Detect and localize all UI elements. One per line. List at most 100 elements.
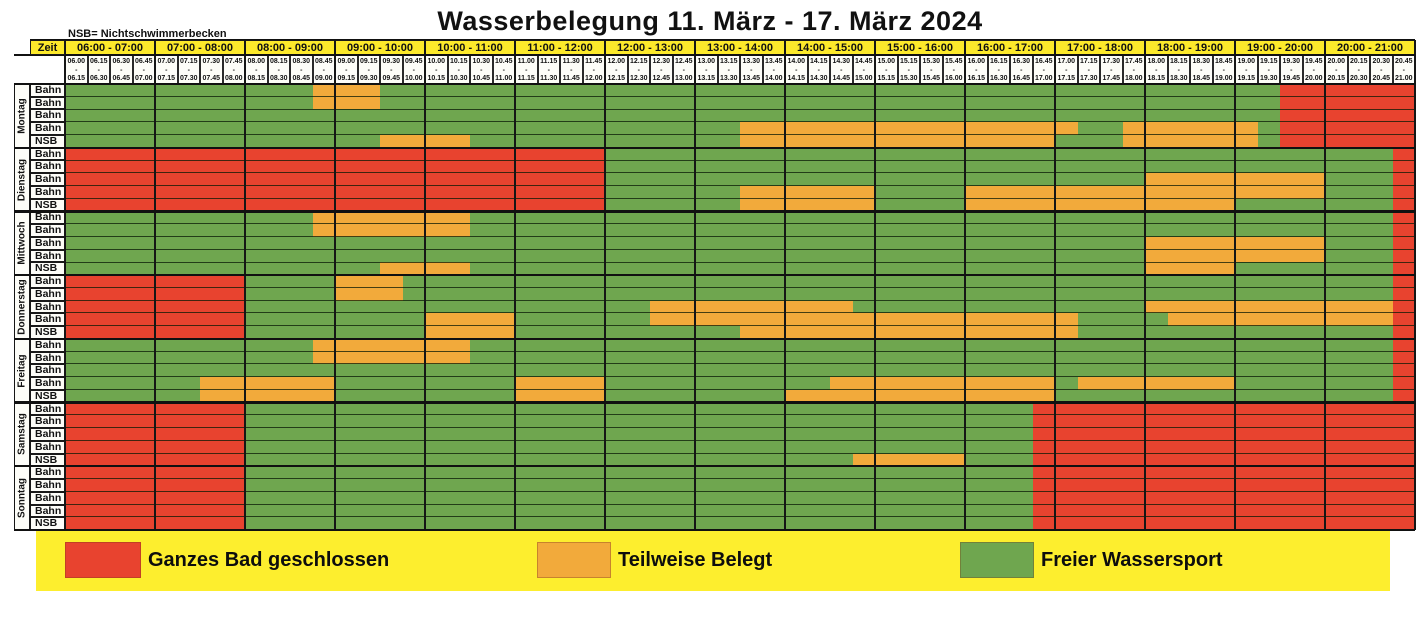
slot-segment [245, 428, 1033, 441]
quarter-header-cell: 13.30-13.45 [740, 55, 763, 84]
slot-segment [515, 389, 605, 403]
quarter-header-cell: 20.30-20.45 [1370, 55, 1393, 84]
slot-segment [1235, 377, 1393, 390]
quarter-header-cell: 06.15-06.30 [87, 55, 110, 84]
schedule-row [65, 364, 1415, 378]
quarter-header-cell: 18.00-18.15 [1145, 55, 1168, 84]
quarter-header-cell: 12.45-13.00 [672, 55, 695, 84]
schedule-row [65, 428, 1415, 441]
lane-label: Bahn 2 [30, 415, 65, 429]
lane-label: Bahn 3 [30, 109, 65, 123]
schedule-row [65, 466, 1415, 480]
slot-segment [245, 287, 335, 301]
slot-segment [605, 377, 830, 390]
schedule-row [65, 415, 1415, 429]
day-label-text: Samstag [16, 413, 28, 456]
schedule-row [65, 377, 1415, 390]
slot-segment [605, 185, 740, 199]
hour-header-cell: 14:00 - 15:00 [785, 40, 875, 55]
hour-grid-line [604, 40, 606, 530]
day-separator-line [14, 210, 1415, 213]
quarter-header-cell: 15.30-15.45 [920, 55, 943, 84]
quarter-header-cell: 11.15-11.30 [537, 55, 560, 84]
quarter-header-cell: 13.45-14.00 [762, 55, 785, 84]
quarter-header-cell: 18.15-18.30 [1167, 55, 1190, 84]
slot-segment [312, 224, 470, 237]
lane-separator-line [65, 363, 1415, 365]
slot-segment [312, 84, 380, 97]
hour-header-cell: 16:00 - 17:00 [965, 40, 1055, 55]
slot-segment [1167, 313, 1393, 327]
schedule-row [65, 147, 1415, 161]
slot-segment [245, 453, 853, 467]
hour-header-cell: 06:00 - 07:00 [65, 40, 155, 55]
quarter-header-cell: 06.45-07.00 [132, 55, 155, 84]
schedule-row [65, 96, 1415, 110]
slot-segment [312, 96, 380, 110]
schedule-row [65, 440, 1415, 454]
day-separator-line [14, 273, 1415, 277]
slot-segment [65, 338, 313, 352]
lane-label: Bahn 4 [30, 440, 65, 454]
slot-segment [245, 440, 1033, 454]
lane-label: Bahn 3 [30, 428, 65, 441]
quarter-header-cell: 15.45-16.00 [942, 55, 965, 84]
day-label-text: Freitag [16, 354, 28, 388]
slot-segment [1392, 313, 1415, 327]
slot-segment [470, 224, 1393, 237]
label-column-line [14, 84, 16, 530]
slot-segment [1392, 147, 1415, 161]
slot-segment [875, 185, 965, 199]
schedule-row [65, 262, 1415, 276]
quarter-header-cell: 20.45-21.00 [1392, 55, 1415, 84]
slot-segment [245, 479, 1033, 492]
hour-grid-line [694, 40, 696, 530]
slot-segment [1257, 122, 1280, 135]
slot-segment [515, 377, 605, 390]
slot-segment [245, 504, 1033, 518]
slot-segment [470, 211, 1393, 225]
lane-separator-line [65, 452, 1415, 454]
slot-segment [650, 313, 1078, 327]
lane-label: Bahn 4 [30, 249, 65, 263]
quarter-header-cell: 10.00-10.15 [425, 55, 448, 84]
hour-grid-line [1414, 40, 1416, 530]
lane-separator-line [65, 312, 1415, 314]
slot-segment [335, 275, 403, 288]
quarter-header-cell: 19.45-20.00 [1302, 55, 1325, 84]
legend-label-closed: Ganzes Bad geschlossen [148, 549, 390, 571]
lane-separator-line [65, 325, 1415, 327]
slot-segment [1280, 134, 1415, 148]
slot-segment [245, 275, 335, 288]
slot-segment [1392, 236, 1415, 250]
slot-segment [65, 134, 380, 148]
slot-segment [1325, 249, 1393, 263]
lane-label: Bahn 1 [30, 147, 65, 161]
schedule-row [65, 453, 1415, 467]
slot-segment [470, 351, 1393, 365]
slot-segment [245, 300, 650, 314]
slot-segment [65, 84, 313, 97]
quarter-header-cell: 17.15-17.30 [1077, 55, 1100, 84]
quarter-header-cell: 19.00-19.15 [1235, 55, 1258, 84]
slot-segment [1032, 453, 1415, 467]
slot-segment [1325, 236, 1393, 250]
quarter-header-cell: 06.30-06.45 [110, 55, 133, 84]
lane-label: Bahn 4 [30, 122, 65, 135]
slot-segment [65, 224, 313, 237]
slot-segment [65, 377, 200, 390]
slot-segment [1392, 262, 1415, 276]
lane-separator-line [65, 248, 1415, 250]
lane-label: Bahn 1 [30, 466, 65, 480]
lane-separator-line [65, 427, 1415, 429]
slot-segment [605, 160, 1393, 174]
quarter-header-cell: 17.30-17.45 [1100, 55, 1123, 84]
quarter-header-cell: 15.00-15.15 [875, 55, 898, 84]
schedule-row [65, 479, 1415, 492]
slot-segment [1235, 262, 1393, 276]
slot-segment [1392, 160, 1415, 174]
slot-segment [65, 109, 1280, 123]
schedule-row [65, 275, 1415, 288]
legend [36, 531, 1390, 591]
slot-segment [1392, 185, 1415, 199]
